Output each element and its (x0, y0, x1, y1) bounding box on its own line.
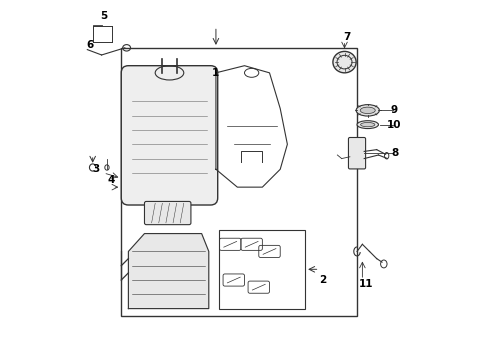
Text: 1: 1 (212, 68, 219, 78)
Polygon shape (128, 234, 208, 309)
FancyBboxPatch shape (144, 202, 190, 225)
Ellipse shape (360, 107, 374, 113)
Text: 11: 11 (358, 279, 372, 289)
Ellipse shape (355, 105, 379, 116)
FancyBboxPatch shape (348, 138, 365, 169)
Ellipse shape (155, 66, 183, 80)
Ellipse shape (356, 121, 378, 129)
Bar (219, 230, 305, 309)
Bar (121, 48, 356, 316)
Ellipse shape (360, 122, 374, 127)
Text: 4: 4 (108, 175, 115, 185)
Text: 5: 5 (100, 12, 107, 21)
Text: 7: 7 (343, 32, 350, 42)
Ellipse shape (332, 51, 355, 73)
FancyBboxPatch shape (121, 66, 217, 205)
Text: 3: 3 (92, 164, 100, 174)
Text: 2: 2 (319, 275, 326, 285)
Text: 9: 9 (390, 105, 397, 115)
Text: 8: 8 (390, 148, 397, 158)
Text: 10: 10 (386, 120, 401, 130)
Text: 6: 6 (86, 40, 94, 50)
